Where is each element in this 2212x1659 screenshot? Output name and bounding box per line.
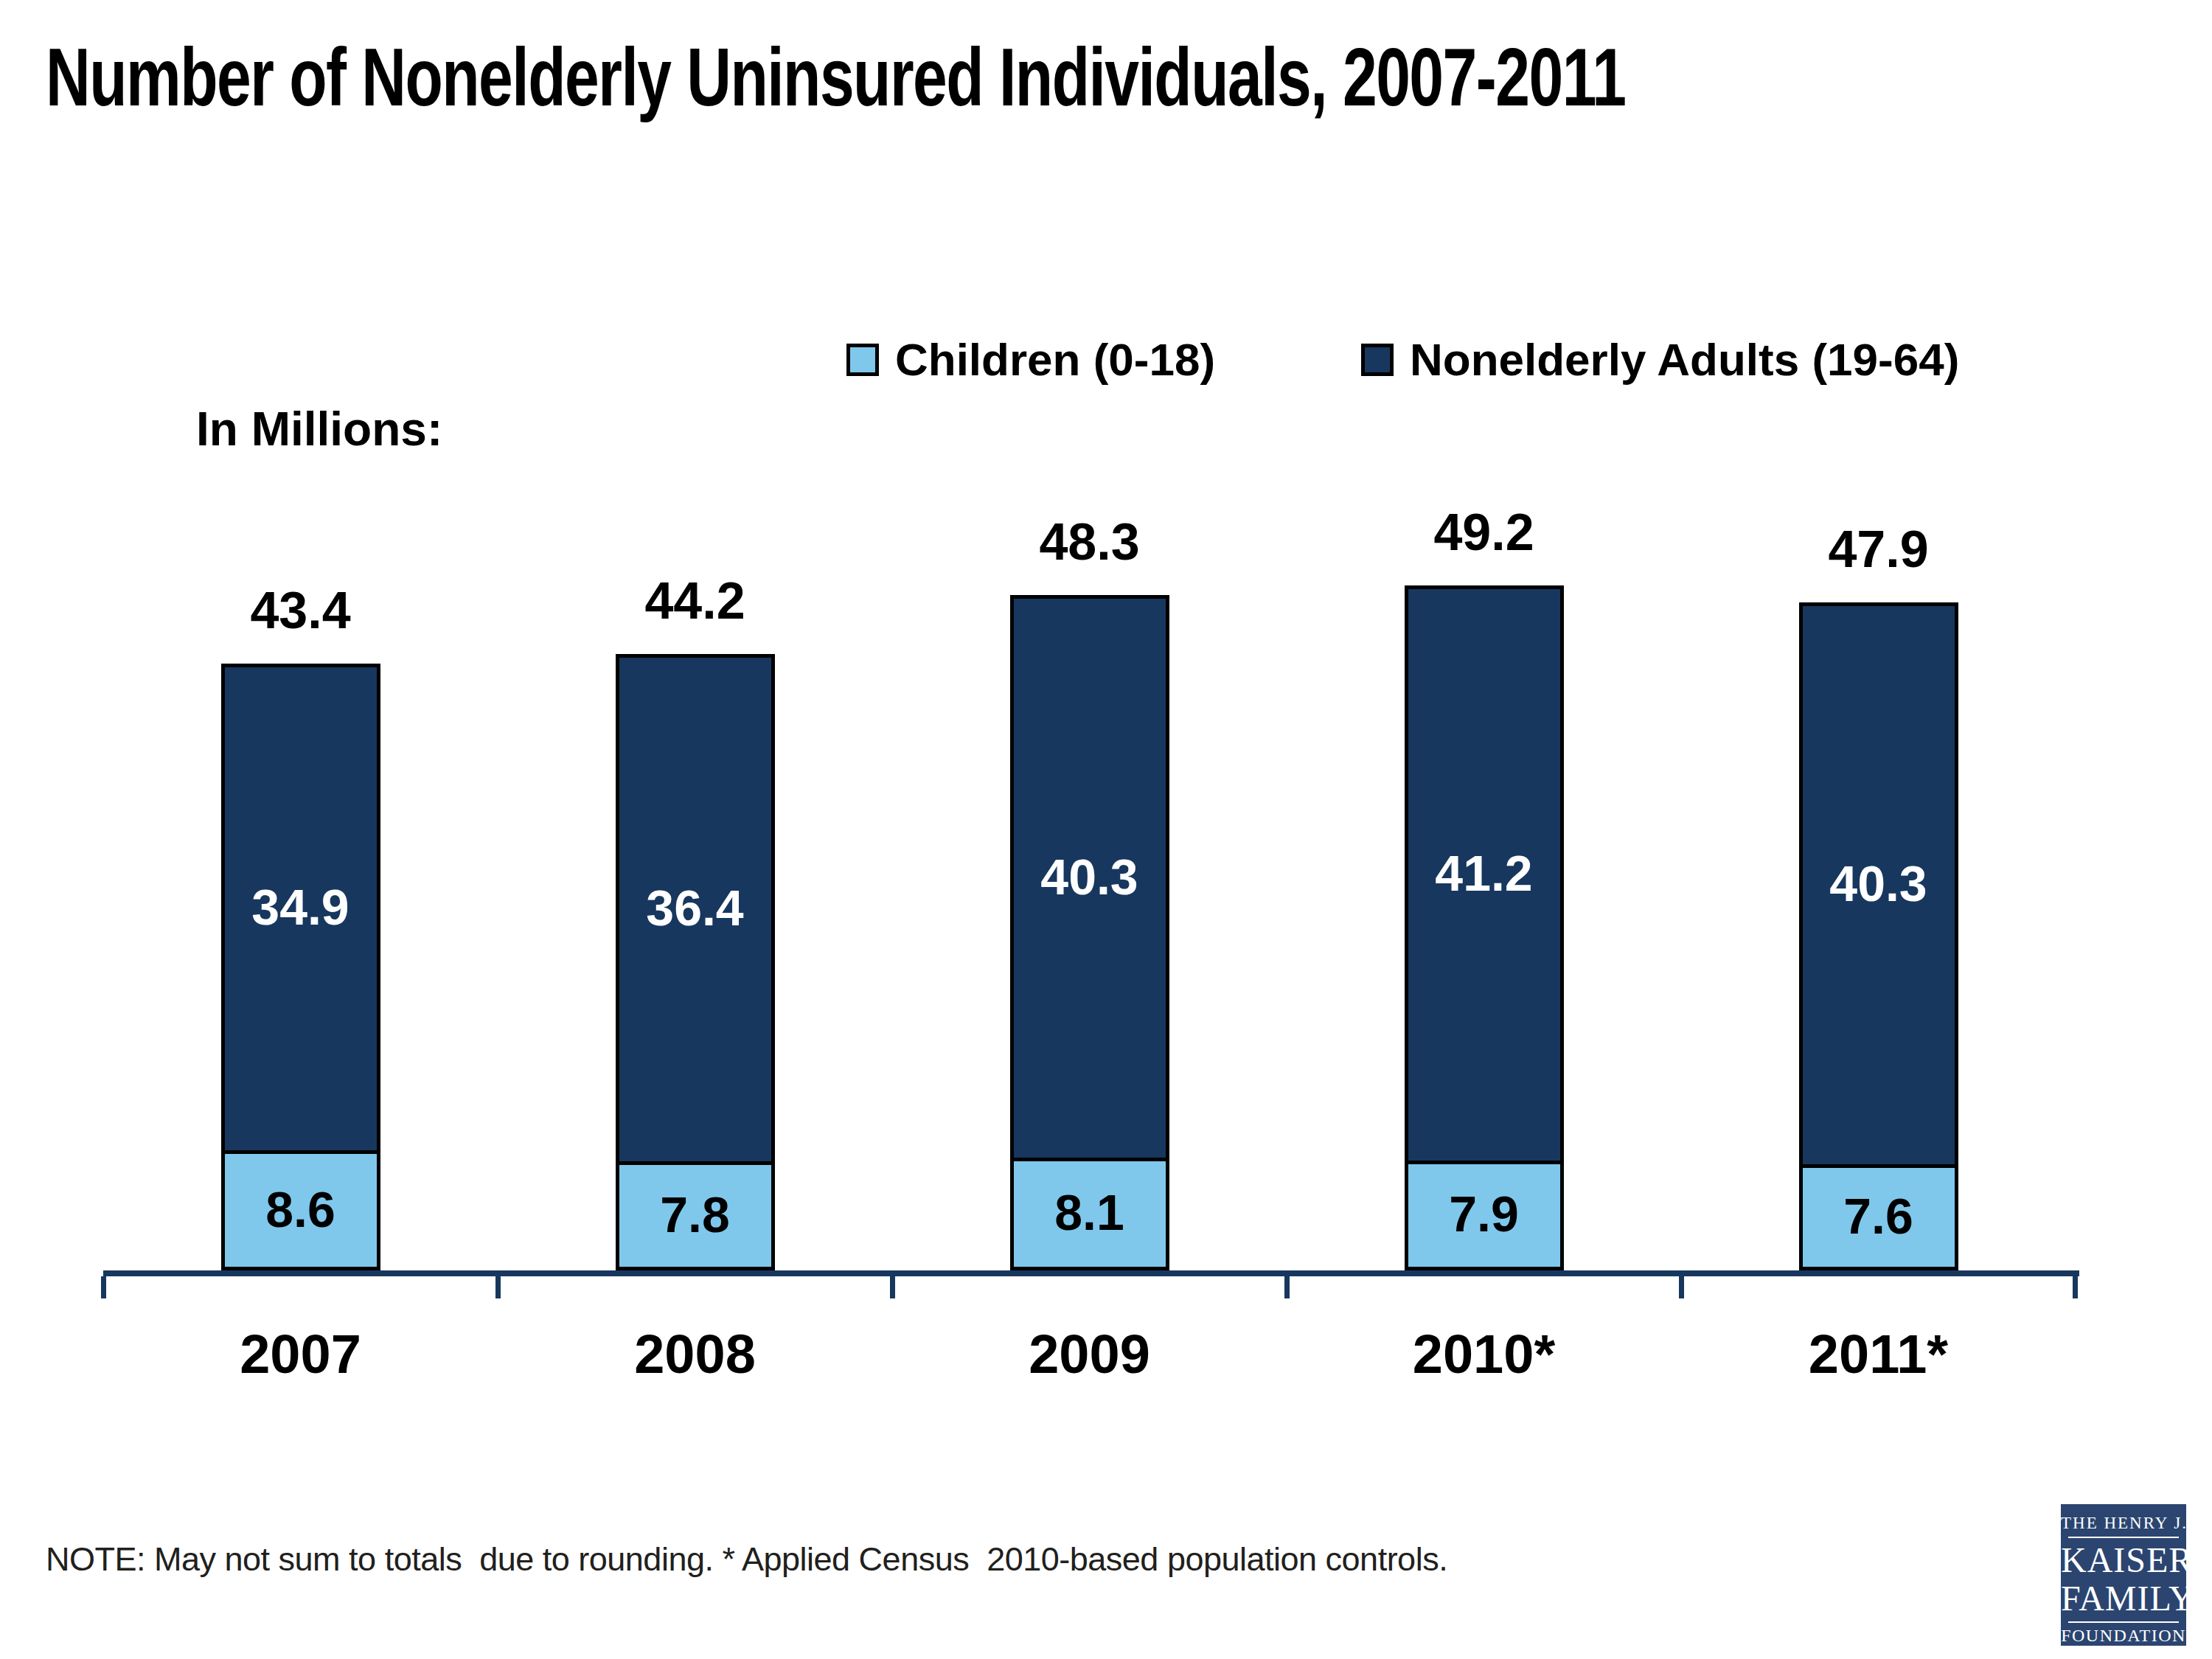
slide: Number of Nonelderly Uninsured Individua… [0,0,2212,1659]
logo-divider [2068,1621,2179,1623]
x-tick-label-2010*: 2010* [1337,1321,1632,1388]
x-tick-label-2011*: 2011* [1731,1321,2026,1388]
logo-line-family: FAMILY [2061,1579,2186,1618]
x-axis-tick [1679,1276,1684,1298]
x-axis-line [103,1270,2079,1276]
note-line: NOTE: May not sum to totals due to round… [46,1537,2000,1582]
total-label-2009: 48.3 [942,512,1237,571]
children-value-2008: 7.8 [548,1185,843,1244]
notes-block: NOTE: May not sum to totals due to round… [46,1445,2000,1659]
children-value-2007: 8.6 [153,1180,448,1239]
x-tick-label-2007: 2007 [153,1321,448,1388]
total-label-2011*: 47.9 [1731,520,2026,579]
logo-line-foundation: FOUNDATION [2061,1626,2186,1646]
children-value-2010*: 7.9 [1337,1184,1632,1243]
adults-value-2007: 34.9 [153,877,448,936]
adults-value-2008: 36.4 [548,878,843,937]
x-tick-label-2009: 2009 [942,1321,1237,1388]
children-value-2009: 8.1 [942,1183,1237,1242]
children-value-2011*: 7.6 [1731,1186,2026,1245]
logo-divider [2068,1537,2179,1538]
x-axis-tick [101,1276,106,1298]
x-axis-tick [890,1276,895,1298]
kaiser-family-foundation-logo: THE HENRY J. KAISER FAMILY FOUNDATION [2061,1504,2186,1646]
x-axis-tick [495,1276,501,1298]
chart-area: 43.4 34.9 8.6 2007 44.2 36.4 7.8 2008 48.3 40.3 8.… [0,0,2212,1659]
total-label-2008: 44.2 [548,571,843,630]
total-label-2010*: 49.2 [1337,503,1632,562]
adults-value-2011*: 40.3 [1731,854,2026,913]
x-axis-tick [2073,1276,2078,1298]
x-axis-tick [1284,1276,1290,1298]
adults-value-2009: 40.3 [942,847,1237,906]
logo-line-henry: THE HENRY J. [2061,1514,2186,1533]
total-label-2007: 43.4 [153,581,448,640]
logo-line-kaiser: KAISER [2061,1541,2186,1579]
adults-value-2010*: 41.2 [1337,844,1632,902]
x-tick-label-2008: 2008 [548,1321,843,1388]
